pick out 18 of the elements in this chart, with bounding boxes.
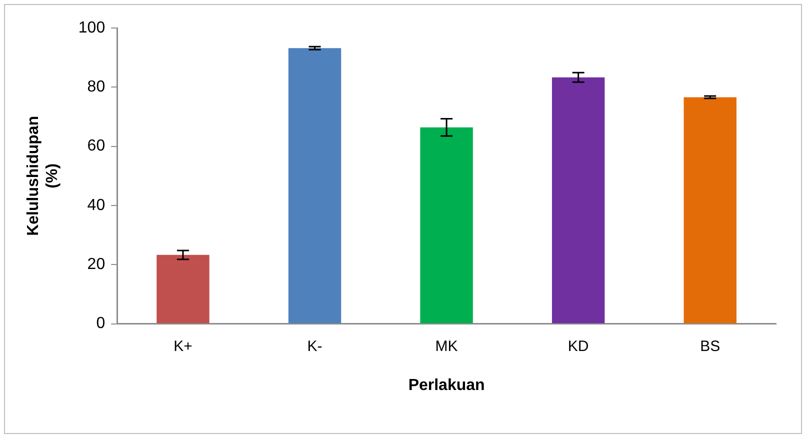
y-tick-label: 60 bbox=[87, 138, 106, 155]
bar bbox=[288, 48, 342, 324]
y-tick-label: 0 bbox=[96, 315, 106, 332]
y-tick-label: 100 bbox=[78, 19, 106, 36]
bar bbox=[684, 97, 736, 324]
y-tick-label: 80 bbox=[87, 78, 106, 96]
x-axis-title: Perlakuan bbox=[408, 376, 485, 394]
x-tick-label: BS bbox=[700, 338, 720, 355]
y-tick-label: 20 bbox=[87, 256, 106, 274]
x-tick-label: KD bbox=[568, 338, 589, 355]
x-tick-label: K- bbox=[307, 338, 322, 355]
y-axis-title: Kelulushidupan (%) bbox=[25, 116, 62, 236]
y-tick-label: 40 bbox=[87, 196, 106, 214]
bar bbox=[156, 254, 210, 324]
x-tick-label: MK bbox=[435, 338, 458, 355]
bar bbox=[552, 77, 605, 324]
x-tick-label: K+ bbox=[174, 338, 193, 355]
bar bbox=[420, 127, 473, 324]
